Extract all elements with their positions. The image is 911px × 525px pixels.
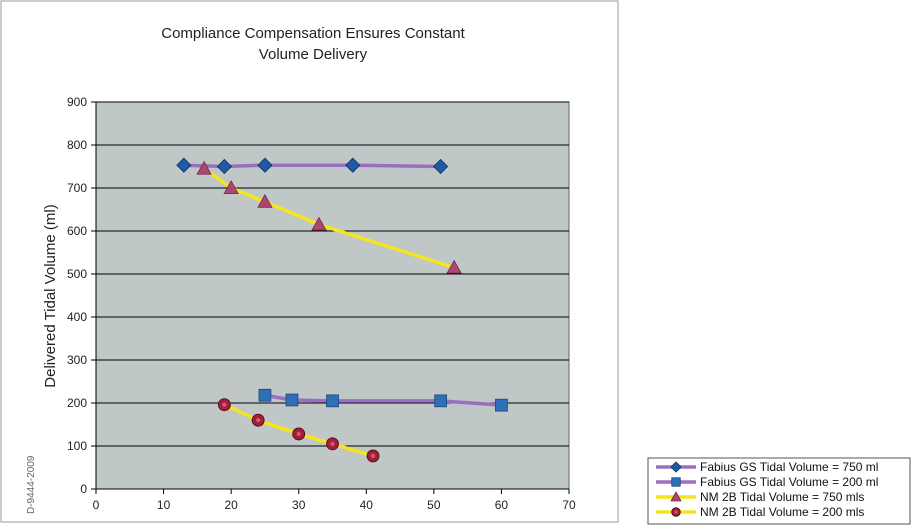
y-tick-label: 400 [67, 310, 87, 324]
y-tick-label: 900 [67, 95, 87, 109]
data-point [216, 158, 232, 175]
legend-item: Fabius GS Tidal Volume = 750 ml [656, 460, 878, 474]
data-point [433, 158, 449, 175]
x-tick-label: 0 [93, 498, 100, 512]
y-tick-label: 800 [67, 138, 87, 152]
data-point [670, 461, 682, 473]
data-point [434, 394, 447, 408]
data-point [671, 477, 681, 487]
data-point [223, 180, 239, 195]
data-point [495, 398, 508, 412]
data-point [257, 157, 273, 173]
y-tick-label: 300 [67, 353, 87, 367]
document-code: D-9444-2009 [26, 455, 37, 514]
data-point [176, 157, 192, 173]
plot-area [95, 101, 570, 490]
x-tick-label: 30 [292, 498, 306, 512]
y-tick-label: 100 [67, 439, 87, 453]
x-tick-labels: 0 10 20 30 40 50 60 70 [93, 488, 576, 512]
data-point [670, 491, 682, 502]
y-tick-label: 700 [67, 181, 87, 195]
legend-label: Fabius GS Tidal Volume = 750 ml [700, 460, 878, 474]
y-tick-label: 0 [80, 482, 87, 496]
data-point [446, 259, 462, 274]
legend-item: Fabius GS Tidal Volume = 200 ml [656, 475, 878, 489]
data-point-highlight [330, 441, 335, 446]
series-1 [176, 157, 449, 175]
chart-title-line-2: Volume Delivery [259, 46, 368, 63]
series-group [176, 157, 508, 463]
legend-label: NM 2B Tidal Volume = 750 mls [700, 490, 864, 504]
data-point-highlight [296, 431, 301, 437]
series-4 [217, 398, 380, 463]
series-2 [258, 388, 508, 412]
x-tick-label: 50 [427, 498, 441, 512]
data-point-highlight [222, 402, 227, 407]
data-point [345, 157, 361, 173]
data-point-highlight [370, 453, 376, 458]
legend-label: Fabius GS Tidal Volume = 200 ml [700, 475, 878, 489]
x-tick-label: 40 [360, 498, 374, 512]
y-axis-label: Delivered Tidal Volume (ml) [42, 204, 59, 387]
data-point [196, 160, 212, 175]
y-tick-label: 200 [67, 396, 87, 410]
x-tick-label: 10 [157, 498, 171, 512]
data-point [311, 216, 327, 231]
data-point [285, 393, 299, 407]
data-point [326, 394, 339, 408]
legend-label: NM 2B Tidal Volume = 200 mls [700, 505, 864, 519]
grid-lines [96, 101, 569, 447]
y-tick-label: 500 [67, 267, 87, 281]
x-tick-label: 60 [495, 498, 509, 512]
y-tick-label: 600 [67, 224, 87, 238]
chart-title-line-1: Compliance Compensation Ensures Constant [161, 25, 465, 42]
data-point [258, 388, 272, 402]
series-3 [196, 160, 462, 274]
data-point [257, 193, 273, 208]
legend-item: NM 2B Tidal Volume = 200 mls [656, 505, 864, 519]
data-point-highlight [256, 418, 261, 423]
data-point-highlight [674, 510, 678, 514]
x-tick-label: 70 [562, 498, 576, 512]
legend-item: NM 2B Tidal Volume = 750 mls [656, 490, 864, 504]
y-tick-labels: 0 100 200 300 400 500 600 700 800 900 [67, 95, 97, 496]
x-tick-label: 20 [224, 498, 238, 512]
